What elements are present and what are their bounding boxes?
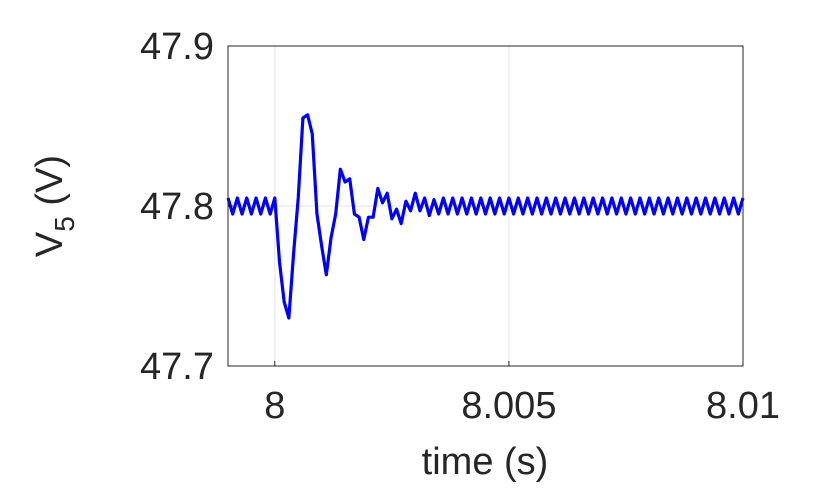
x-tick-label: 8.01 bbox=[706, 385, 780, 427]
y-axis-label: V5 (V) bbox=[29, 155, 80, 257]
y-tick-label: 47.9 bbox=[140, 26, 214, 68]
y-label-unit: (V) bbox=[29, 155, 71, 216]
y-label-sub: 5 bbox=[49, 216, 80, 232]
y-tick-label: 47.8 bbox=[140, 186, 214, 228]
plot-border bbox=[227, 45, 744, 367]
y-label-main: V bbox=[29, 231, 71, 257]
x-tick-label: 8.005 bbox=[461, 385, 556, 427]
x-axis-label: time (s) bbox=[422, 441, 549, 483]
y-tick-label: 47.7 bbox=[140, 346, 214, 388]
x-tick-label: 8 bbox=[264, 385, 285, 427]
data-line bbox=[226, 113, 745, 320]
